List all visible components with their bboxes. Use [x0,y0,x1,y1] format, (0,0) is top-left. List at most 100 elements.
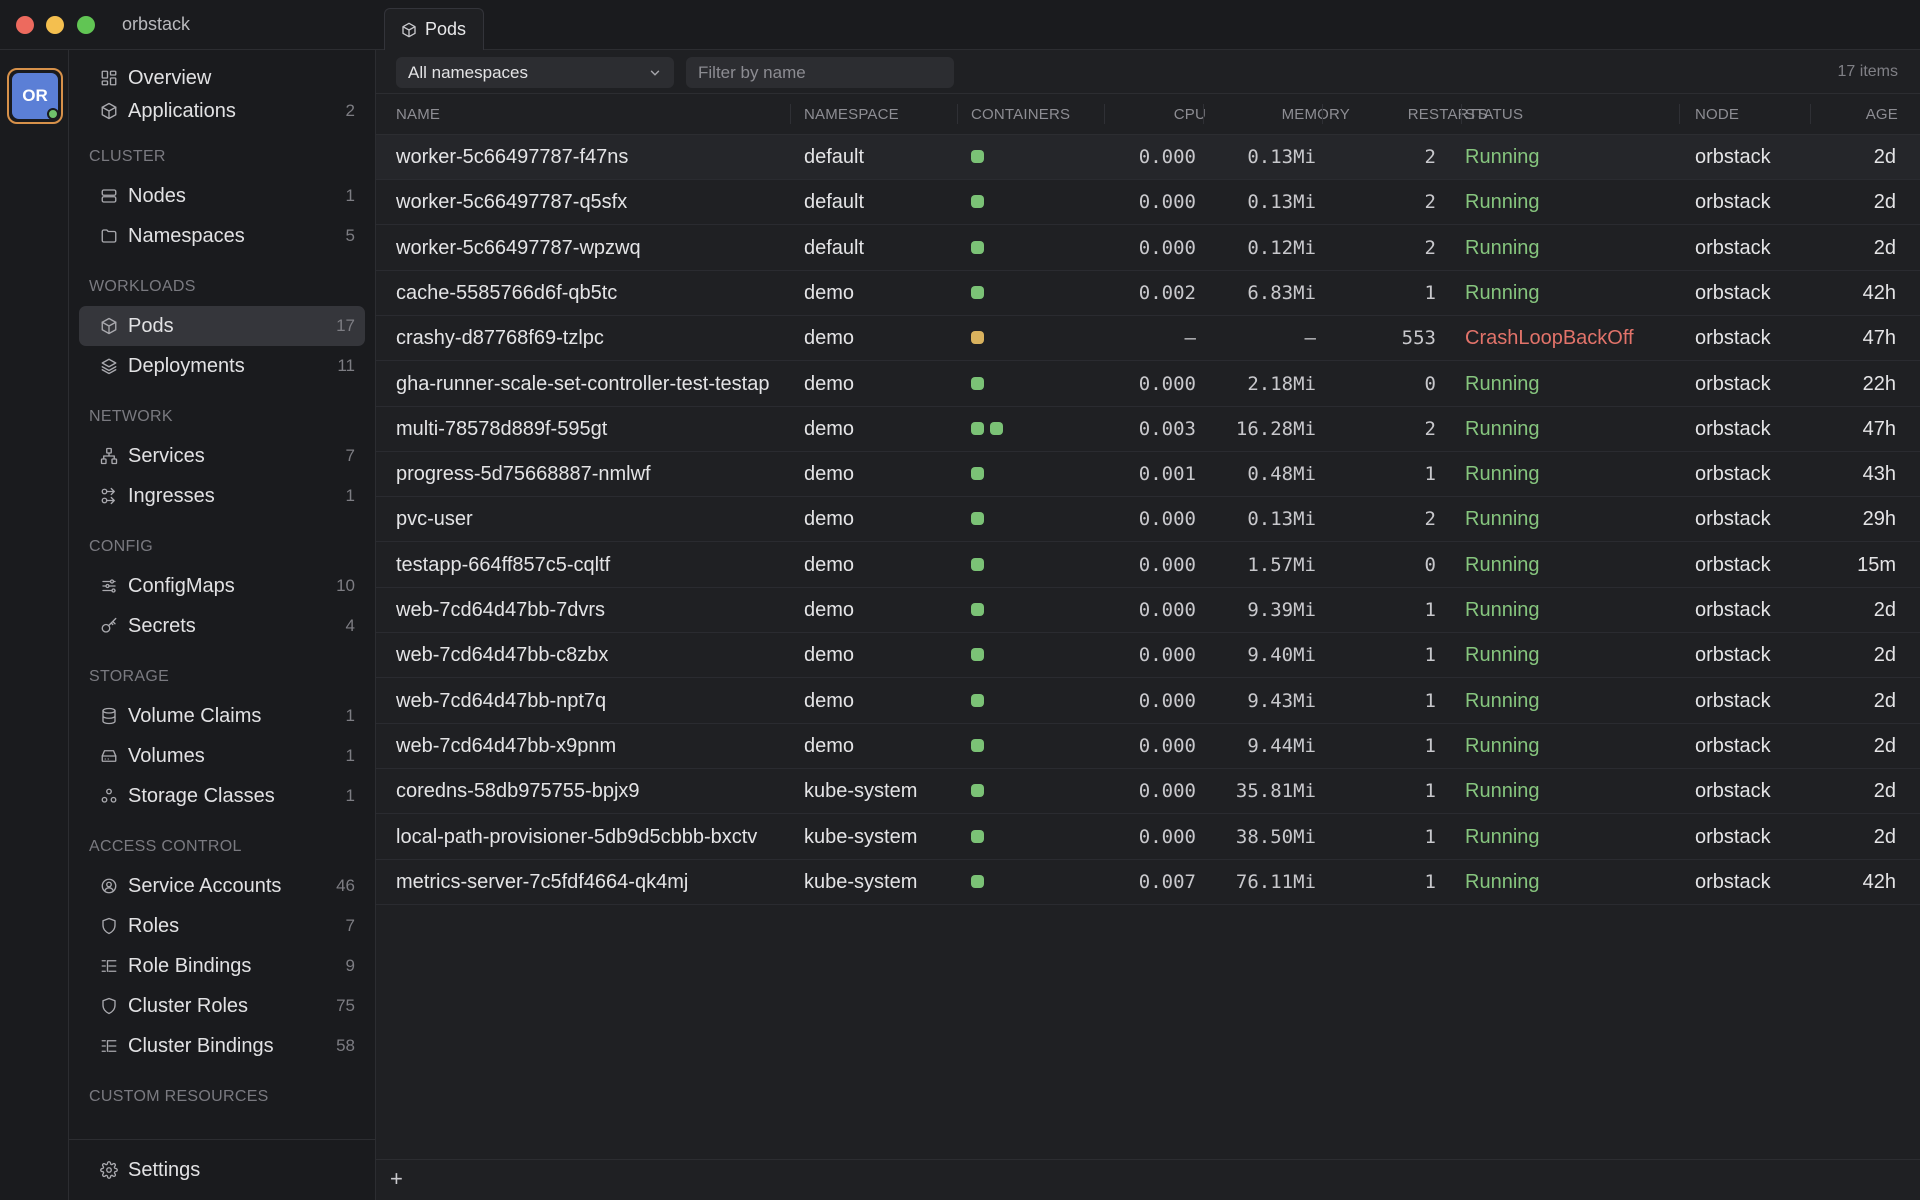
pod-memory: 0.13Mi [1247,146,1316,168]
filter-input[interactable] [686,57,954,88]
column-divider[interactable] [1322,104,1323,124]
tab-pods[interactable]: Pods [384,8,484,50]
namespace-select[interactable]: All namespaces [396,57,674,88]
container-status-indicator [971,648,984,662]
table-row[interactable]: web-7cd64d47bb-x9pnm demo 0.000 9.44Mi 1 Runn… [376,724,1920,769]
table-row[interactable]: testapp-664ff857c5-cqltf demo 0.000 1.57Mi 0… [376,543,1920,588]
column-header-node[interactable]: NODE [1695,106,1740,123]
sidebar-item-configmaps[interactable]: ConfigMaps 10 [79,566,365,606]
sidebar-item-cluster-roles[interactable]: Cluster Roles 75 [79,986,365,1026]
sidebar-item-label: Role Bindings [128,954,252,977]
table-row[interactable]: crashy-d87768f69-tzlpc demo – – 553 CrashLoop… [376,316,1920,362]
sidebar-item-deployments[interactable]: Deployments 11 [79,346,365,386]
pod-restarts: 2 [1424,417,1436,440]
sidebar-item-secrets[interactable]: Secrets 4 [79,606,365,646]
zoom-window-button[interactable] [77,16,95,34]
pod-age: 42h [1862,870,1896,893]
pod-age: 2d [1873,146,1896,168]
sidebar-item-services[interactable]: Services 7 [79,436,365,476]
sidebar-item-count: 1 [345,486,355,505]
column-header-restarts[interactable]: RESTARTS [1407,106,1488,123]
table-row[interactable]: gha-runner-scale-set-controller-test-tes… [376,362,1920,407]
pod-node: orbstack [1695,689,1771,712]
sidebar-item-storage-classes[interactable]: Storage Classes 1 [79,776,365,816]
sidebar-item-volumes[interactable]: Volumes 1 [79,736,365,776]
table-row[interactable]: cache-5585766d6f-qb5tc demo 0.002 6.83Mi 1 Ru… [376,271,1920,316]
column-header-memory[interactable]: MEMORY [1281,106,1350,123]
add-button[interactable]: + [390,1166,403,1191]
pod-namespace: demo [804,281,855,304]
sidebar-item-namespaces[interactable]: Namespaces 5 [79,216,365,256]
column-divider[interactable] [1203,104,1204,124]
table-row[interactable]: coredns-58db975755-bpjx9 kube-system 0.000… [376,769,1920,815]
sidebar-item-volume-claims[interactable]: Volume Claims 1 [79,696,365,736]
column-header-name[interactable]: NAME [396,106,441,123]
column-header-namespace[interactable]: NAMESPACE [804,106,899,123]
column-divider[interactable] [1810,104,1811,124]
container-status-indicator [971,738,984,752]
pod-containers [971,240,984,254]
sidebar-item-roles[interactable]: Roles 7 [79,906,365,946]
pod-namespace: kube-system [804,870,918,893]
sidebar-item-label: Overview [128,66,212,89]
column-header-status[interactable]: STATUS [1465,106,1524,123]
pod-status: Running [1465,372,1540,395]
sidebar: Overview Applications 2 CLUSTER Nodes 1 Namesp… [69,50,376,1200]
table-row[interactable]: progress-5d75668887-nmlwf demo 0.001 0.48Mi… [376,452,1920,498]
pod-memory: 76.11Mi [1235,870,1316,893]
pod-age: 2d [1873,780,1896,803]
table-row[interactable]: metrics-server-7c5fdf4664-qk4mj kube-syst… [376,860,1920,905]
table-row[interactable]: worker-5c66497787-f47ns default 0.000 0.13M… [376,135,1920,180]
sidebar-item-role-bindings[interactable]: Role Bindings 9 [79,946,365,986]
table-row[interactable]: local-path-provisioner-5db9d5cbbb-bxctv k… [376,815,1920,860]
close-window-button[interactable] [16,16,34,34]
sidebar-item-cluster-bindings[interactable]: Cluster Bindings 58 [79,1026,365,1066]
column-header-age[interactable]: AGE [1865,106,1898,123]
sidebar-item-nodes[interactable]: Nodes 1 [79,176,365,216]
pod-node: orbstack [1695,236,1771,259]
settings-button[interactable]: Settings [79,1150,365,1190]
table-row[interactable]: worker-5c66497787-q5sfx default 0.000 0.13M… [376,180,1920,226]
column-divider[interactable] [1461,104,1462,124]
pod-memory: 2.18Mi [1247,372,1316,395]
pod-cpu: 0.003 [1138,417,1196,440]
pod-name: local-path-provisioner-5db9d5cbbb-bxctv [396,825,758,848]
pod-status: Running [1465,870,1540,893]
sidebar-item-service-accounts[interactable]: Service Accounts 46 [79,866,365,906]
sidebar-item-pods[interactable]: Pods 17 [79,306,365,346]
minimize-window-button[interactable] [46,16,64,34]
pod-restarts: 1 [1424,870,1436,893]
table-row[interactable]: web-7cd64d47bb-7dvrs demo 0.000 9.39Mi 1 Runn… [376,588,1920,633]
pod-cpu: 0.002 [1138,281,1196,304]
column-divider[interactable] [1679,104,1680,124]
table-row[interactable]: multi-78578d889f-595gt demo 0.003 16.28Mi 2 R… [376,407,1920,452]
pod-memory: 38.50Mi [1235,825,1316,848]
column-divider[interactable] [957,104,958,124]
column-divider[interactable] [790,104,791,124]
sidebar-item-applications[interactable]: Applications 2 [79,91,365,131]
pod-containers [971,648,984,662]
context-avatar[interactable]: OR [7,68,63,124]
pod-memory: 9.39Mi [1247,599,1316,621]
pod-status: Running [1465,191,1540,214]
sidebar-item-ingresses[interactable]: Ingresses 1 [79,476,365,516]
sidebar-item-overview[interactable]: Overview [79,58,365,98]
pod-cpu: 0.000 [1138,689,1196,712]
pod-age: 15m [1857,553,1896,576]
ingress-icon [99,486,119,506]
pod-name: cache-5585766d6f-qb5tc [396,281,618,304]
items-count: 17 items [1837,63,1898,80]
table-row[interactable]: worker-5c66497787-wpzwq default 0.000 0.12M… [376,226,1920,271]
pod-cpu: 0.000 [1138,599,1196,621]
table-row[interactable]: web-7cd64d47bb-npt7q demo 0.000 9.43Mi 1 Runn… [376,679,1920,724]
table-row[interactable]: web-7cd64d47bb-c8zbx demo 0.000 9.40Mi 1 Runn… [376,633,1920,679]
container-status-indicator [971,285,984,299]
column-divider[interactable] [1104,104,1105,124]
pod-restarts: 0 [1424,553,1436,576]
pod-name: worker-5c66497787-q5sfx [396,191,628,214]
column-header-containers[interactable]: CONTAINERS [971,106,1071,123]
pod-age: 2d [1873,191,1896,214]
container-status-indicator [971,829,984,843]
column-header-cpu[interactable]: CPU [1173,106,1206,123]
table-row[interactable]: pvc-user demo 0.000 0.13Mi 2 Running orbstack 2… [376,497,1920,543]
